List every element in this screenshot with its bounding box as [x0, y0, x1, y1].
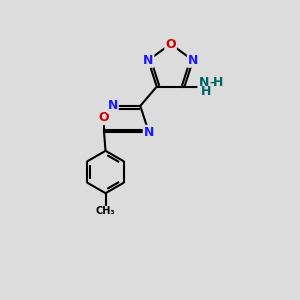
Text: N: N — [188, 54, 198, 67]
Text: H: H — [212, 76, 223, 89]
Text: N: N — [144, 126, 154, 139]
Text: N: N — [107, 99, 118, 112]
Text: N: N — [198, 76, 209, 89]
Text: –: – — [209, 78, 214, 88]
Text: O: O — [165, 38, 176, 50]
Text: N: N — [143, 54, 153, 67]
Text: O: O — [99, 111, 110, 124]
Text: CH₃: CH₃ — [96, 206, 115, 217]
Text: H: H — [201, 85, 211, 98]
